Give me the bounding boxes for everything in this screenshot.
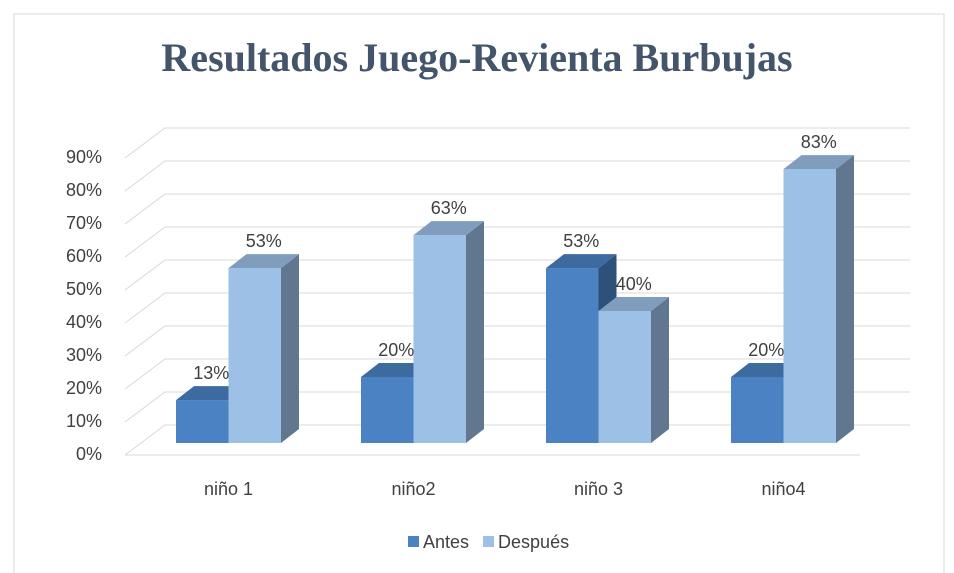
data-label: 40% <box>616 274 652 294</box>
grid-line <box>124 193 910 225</box>
data-label: 20% <box>748 340 784 360</box>
bar-top <box>783 155 854 170</box>
y-tick-label: 10% <box>66 411 102 431</box>
bar <box>228 268 281 443</box>
bar <box>598 311 651 443</box>
bar <box>546 268 599 443</box>
data-label: 53% <box>246 231 282 251</box>
x-tick-label: niño 3 <box>574 479 623 499</box>
legend-swatch <box>483 536 495 547</box>
y-tick-label: 20% <box>66 378 102 398</box>
y-tick-label: 40% <box>66 312 102 332</box>
legend-label: Antes <box>423 532 469 552</box>
data-label: 63% <box>431 198 467 218</box>
bar-top <box>546 254 617 269</box>
bar <box>361 377 414 443</box>
data-label: 83% <box>801 132 837 152</box>
y-tick-label: 30% <box>66 345 102 365</box>
bar-side <box>651 297 669 443</box>
data-label: 20% <box>378 340 414 360</box>
x-tick-label: niño2 <box>391 479 435 499</box>
y-tick-label: 90% <box>66 147 102 167</box>
x-tick-label: niño 1 <box>204 479 253 499</box>
bar-side <box>466 221 484 443</box>
bar-top <box>228 254 299 269</box>
bar-side <box>836 155 854 443</box>
y-tick-label: 50% <box>66 279 102 299</box>
grid-line <box>124 259 910 291</box>
y-tick-label: 80% <box>66 180 102 200</box>
y-tick-label: 0% <box>76 444 102 464</box>
legend-swatch <box>408 536 419 547</box>
grid-line <box>124 292 910 324</box>
chart-title: Resultados Juego-Revienta Burbujas <box>161 35 792 80</box>
grid-line <box>124 160 910 192</box>
y-tick-label: 70% <box>66 213 102 233</box>
bar <box>413 235 466 443</box>
bar-top <box>598 297 669 311</box>
grid-line <box>124 127 910 159</box>
bar-side <box>281 254 299 443</box>
legend-label: Después <box>498 532 569 552</box>
y-tick-label: 60% <box>66 246 102 266</box>
data-label: 13% <box>193 363 229 383</box>
bar <box>783 169 836 443</box>
bar <box>731 377 784 443</box>
grid-line <box>124 226 910 258</box>
bar <box>176 400 229 443</box>
x-tick-label: niño4 <box>761 479 805 499</box>
data-label: 53% <box>563 231 599 251</box>
bar-top <box>413 221 484 236</box>
